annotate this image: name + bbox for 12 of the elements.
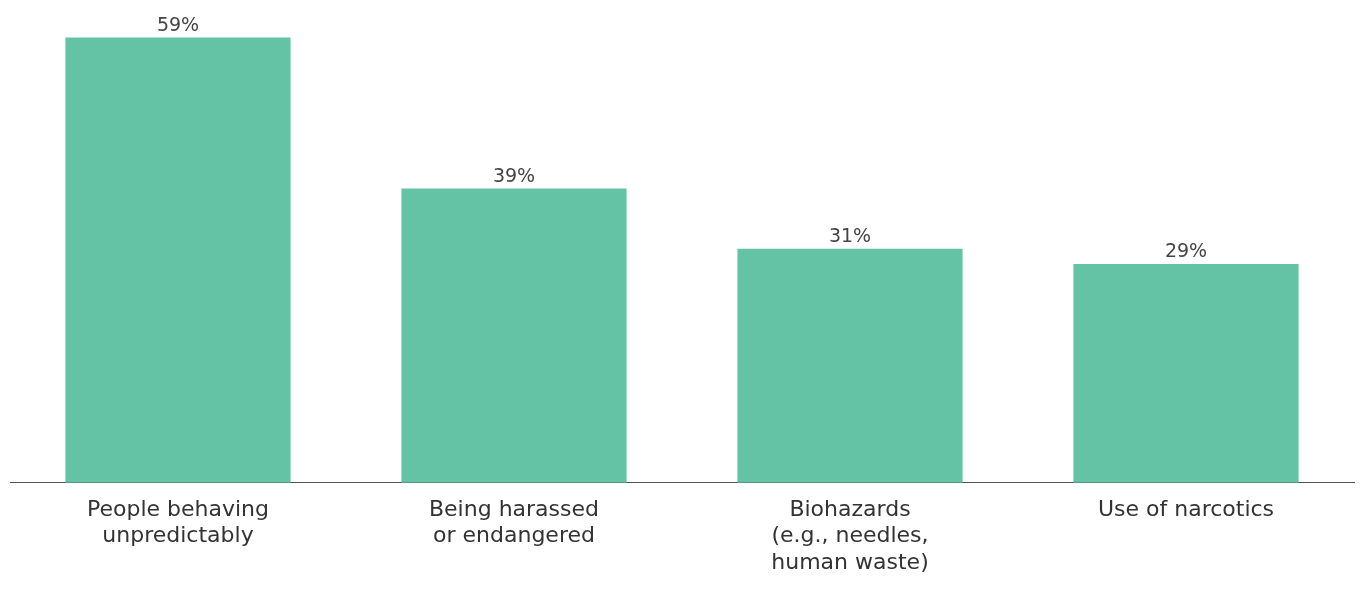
data-label: 29% (1164, 239, 1208, 262)
bar (65, 37, 291, 483)
bar (1073, 263, 1299, 483)
x-tick-label: People behaving unpredictably (86, 495, 270, 548)
bar (737, 248, 963, 483)
data-label: 59% (156, 12, 200, 35)
x-tick-label: Use of narcotics (1097, 495, 1275, 521)
data-label: 31% (828, 224, 872, 247)
x-tick-label: Biohazards (e.g., needles, human waste) (771, 495, 929, 574)
x-tick-label: Being harassed or endangered (428, 495, 600, 548)
bar (401, 188, 627, 483)
data-label: 39% (492, 163, 536, 186)
